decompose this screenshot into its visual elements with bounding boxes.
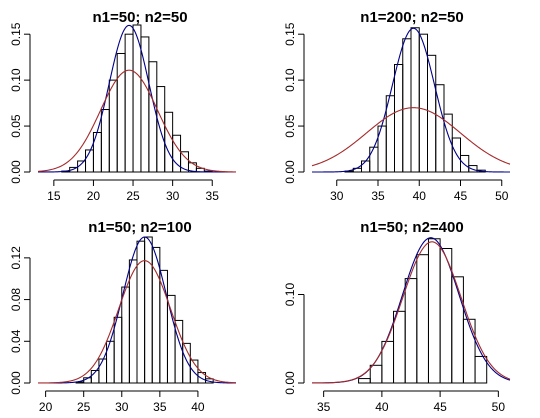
x-tick-label: 50: [492, 400, 506, 414]
y-tick-label: 0.04: [9, 329, 23, 353]
fitted-curve-blue: [312, 27, 510, 173]
histogram-bar: [451, 276, 464, 384]
fitted-curve-blue: [38, 236, 236, 384]
fitted-curve-red: [311, 107, 511, 167]
x-tick-label: 35: [206, 189, 220, 203]
histogram-bar: [462, 318, 476, 384]
x-tick-label: 40: [191, 400, 205, 414]
histogram-bar: [410, 27, 420, 173]
y-tick-label: 0.08: [9, 288, 23, 312]
x-tick-label: 40: [413, 189, 427, 203]
histogram-bar: [394, 64, 404, 173]
histogram-bar: [100, 109, 110, 173]
histogram-bar: [98, 358, 108, 384]
y-tick-label: 0.00: [283, 160, 297, 184]
histogram-bar: [361, 160, 371, 173]
histogram-panel-1: n1=50; n2=50 15 20 25 30 35 0.00 0.05 0.10 0.15: [9, 9, 237, 203]
histogram-bar: [124, 33, 134, 173]
y-tick-label: 0.12: [9, 246, 23, 270]
histogram-bar: [180, 151, 189, 173]
histogram-bar: [113, 316, 123, 384]
y-tick-label: 0.15: [9, 22, 23, 46]
x-tick-label: 35: [371, 189, 385, 203]
histogram-bar: [474, 355, 488, 384]
histogram-bar: [140, 36, 150, 173]
histogram-panel-4: n1=50; n2=400 35 40 45 50 0.00 0.10: [283, 219, 511, 414]
histogram-panel-2: n1=200; n2=50 30 35 40 45 50 0.00 0.05 0.10 0.15: [283, 9, 511, 203]
y-tick-label: 0.00: [9, 160, 23, 184]
histogram-bar: [435, 84, 445, 173]
fitted-curve-red: [312, 241, 511, 384]
histogram-bar: [427, 238, 441, 384]
x-tick-label: 45: [454, 189, 468, 203]
y-tick-label: 0.10: [283, 68, 297, 92]
histogram-bar: [468, 165, 478, 173]
histogram-bar: [416, 254, 429, 384]
histogram-bar: [164, 111, 174, 173]
histogram-bar: [205, 378, 214, 384]
histogram-bar: [166, 294, 176, 384]
fitted-curve-blue: [311, 237, 511, 384]
x-tick-label: 25: [77, 400, 91, 414]
y-tick-label: 0.05: [9, 114, 23, 138]
x-tick-label: 35: [153, 400, 167, 414]
histogram-panel-3: n1=50; n2=100 20 25 30 35 40 0.00 0.04 0.08 0.12: [9, 219, 237, 414]
x-tick-label: 45: [433, 400, 447, 414]
histogram-bar: [358, 378, 371, 384]
y-tick-label: 0.00: [283, 371, 297, 395]
fitted-curve-red: [37, 69, 237, 173]
histogram-bar: [418, 33, 428, 173]
fitted-curve-blue: [38, 24, 236, 173]
x-tick-label: 35: [317, 400, 331, 414]
x-tick-label: 15: [47, 189, 61, 203]
histogram-bar: [402, 38, 412, 173]
y-tick-label: 0.10: [9, 68, 23, 92]
histogram-bar: [108, 79, 118, 173]
x-tick-label: 25: [126, 189, 140, 203]
panel-title: n1=200; n2=50: [360, 9, 463, 26]
histogram-bar: [148, 61, 158, 173]
histogram-bar: [189, 359, 199, 384]
x-tick-label: 50: [495, 189, 509, 203]
histogram-bar: [121, 286, 130, 384]
fitted-curve-red: [38, 260, 237, 384]
histogram-bar: [369, 364, 383, 384]
histogram-bar: [159, 269, 168, 384]
panel-title: n1=50; n2=400: [360, 219, 463, 236]
y-tick-label: 0.00: [9, 371, 23, 395]
x-tick-label: 20: [87, 189, 101, 203]
y-tick-label: 0.05: [283, 114, 297, 138]
x-tick-label: 30: [166, 189, 180, 203]
x-tick-label: 20: [39, 400, 53, 414]
panel-title: n1=50; n2=100: [88, 219, 191, 236]
histogram-bar: [404, 278, 418, 384]
x-tick-label: 30: [115, 400, 129, 414]
histogram-bar: [174, 319, 184, 384]
x-tick-label: 40: [375, 400, 389, 414]
panel-title: n1=50; n2=50: [92, 9, 187, 26]
histogram-bar: [460, 154, 470, 173]
x-tick-label: 30: [330, 189, 344, 203]
histogram-bar: [393, 310, 406, 384]
y-tick-label: 0.15: [283, 22, 297, 46]
histogram-bar: [369, 146, 379, 173]
histogram-bar: [156, 86, 166, 173]
histogram-bar: [144, 236, 153, 384]
y-tick-label: 0.10: [283, 283, 297, 307]
